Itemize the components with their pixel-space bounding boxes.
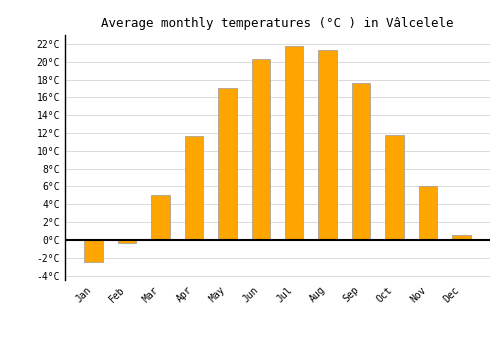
Bar [452,236,470,240]
Bar [252,59,270,240]
Bar [118,240,136,243]
Title: Average monthly temperatures (°C ) in Vâlcelele: Average monthly temperatures (°C ) in Vâ… [101,17,454,30]
Bar [419,187,437,240]
Bar [218,89,236,240]
Bar [151,195,170,240]
Bar [318,50,337,240]
Bar [352,83,370,240]
Bar [184,136,203,240]
Bar [386,135,404,240]
Bar [84,240,102,262]
Bar [285,46,304,240]
